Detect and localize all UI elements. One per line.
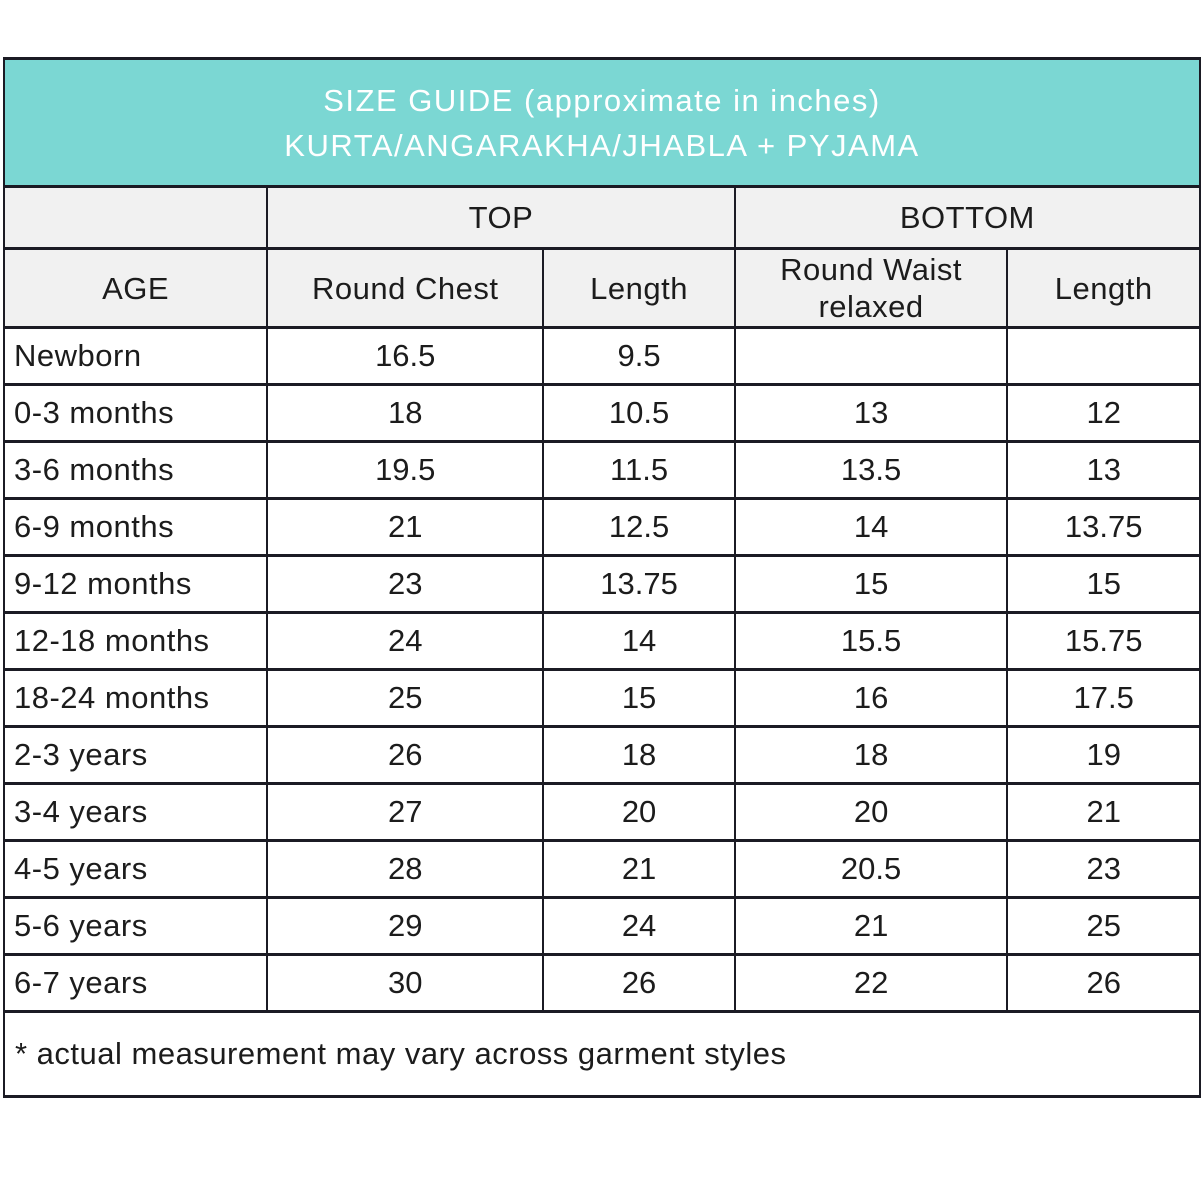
table-row: 3-4 years 27 20 20 21 [2,782,1201,842]
value-cell: 29 [266,896,545,956]
age-cell: 3-4 years [2,782,269,842]
table-row: Newborn 16.5 9.5 [2,326,1201,386]
title-line-1: SIZE GUIDE (approximate in inches) [323,82,881,118]
value-cell: 16 [733,668,1009,728]
age-cell: 6-7 years [2,953,269,1013]
value-cell: 21 [733,896,1009,956]
title-row: SIZE GUIDE (approximate in inches) KURTA… [3,57,1201,188]
value-cell: 14 [733,497,1009,557]
value-cell: 15 [542,668,736,728]
age-cell: 6-9 months [2,497,269,557]
value-cell: 21 [1006,782,1201,842]
value-cell: 19.5 [266,440,545,500]
value-cell: 15.75 [1006,611,1201,671]
value-cell [1006,326,1201,386]
age-cell: 9-12 months [2,554,269,614]
col-header-bottom-length: Length [1006,247,1201,329]
value-cell: 25 [266,668,545,728]
value-cell: 11.5 [542,440,736,500]
value-cell: 12 [1006,383,1201,443]
value-cell: 23 [1006,839,1201,899]
age-cell: 3-6 months [2,440,269,500]
value-cell: 13 [1006,440,1201,500]
value-cell: 26 [266,725,545,785]
group-header-empty [2,185,269,250]
value-cell: 9.5 [542,326,736,386]
value-cell: 13.5 [733,440,1009,500]
value-cell: 24 [266,611,545,671]
page: SIZE GUIDE (approximate in inches) KURTA… [2,57,1202,1098]
age-cell: 0-3 months [2,383,269,443]
value-cell: 10.5 [542,383,736,443]
value-cell: 18 [266,383,545,443]
column-header-row: AGE Round Chest Length Round Waist relax… [2,247,1201,329]
table-row: 3-6 months 19.5 11.5 13.5 13 [2,440,1201,500]
title-line-2: KURTA/ANGARAKHA/JHABLA + PYJAMA [284,127,920,163]
value-cell: 20 [542,782,736,842]
table-row: 9-12 months 23 13.75 15 15 [2,554,1201,614]
value-cell: 24 [542,896,736,956]
value-cell: 27 [266,782,545,842]
table-row: 6-7 years 30 26 22 26 [2,953,1201,1013]
value-cell: 16.5 [266,326,545,386]
value-cell: 13 [733,383,1009,443]
age-cell: 2-3 years [2,725,269,785]
table-row: 0-3 months 18 10.5 13 12 [2,383,1201,443]
age-cell: 5-6 years [2,896,269,956]
col-header-top-length: Length [542,247,736,329]
table-title: SIZE GUIDE (approximate in inches) KURTA… [3,57,1201,188]
age-cell: Newborn [2,326,269,386]
value-cell: 15 [1006,554,1201,614]
value-cell: 15.5 [733,611,1009,671]
table-row: 6-9 months 21 12.5 14 13.75 [2,497,1201,557]
value-cell [733,326,1009,386]
footnote: * actual measurement may vary across gar… [3,1010,1201,1098]
table-row: 2-3 years 26 18 18 19 [2,725,1201,785]
value-cell: 26 [1006,953,1201,1013]
col-header-round-chest: Round Chest [266,247,545,329]
group-header-row: TOP BOTTOM [2,185,1202,250]
value-cell: 20 [733,782,1009,842]
value-cell: 28 [266,839,545,899]
value-cell: 25 [1006,896,1201,956]
age-cell: 12-18 months [2,611,269,671]
value-cell: 13.75 [542,554,736,614]
value-cell: 26 [542,953,736,1013]
age-cell: 4-5 years [2,839,269,899]
value-cell: 13.75 [1006,497,1201,557]
value-cell: 22 [733,953,1009,1013]
footnote-row: * actual measurement may vary across gar… [3,1010,1201,1098]
age-cell: 18-24 months [2,668,269,728]
value-cell: 12.5 [542,497,736,557]
value-cell: 15 [733,554,1009,614]
value-cell: 18 [733,725,1009,785]
value-cell: 18 [542,725,736,785]
value-cell: 19 [1006,725,1201,785]
value-cell: 21 [542,839,736,899]
table-row: 18-24 months 25 15 16 17.5 [2,668,1201,728]
value-cell: 17.5 [1006,668,1201,728]
col-header-age: AGE [2,247,269,329]
value-cell: 23 [266,554,545,614]
table-row: 12-18 months 24 14 15.5 15.75 [2,611,1201,671]
group-header-bottom: BOTTOM [733,185,1202,250]
table-row: 5-6 years 29 24 21 25 [2,896,1201,956]
size-guide-table: SIZE GUIDE (approximate in inches) KURTA… [2,57,1202,1098]
value-cell: 14 [542,611,736,671]
value-cell: 30 [266,953,545,1013]
col-header-round-waist: Round Waist relaxed [733,247,1009,329]
value-cell: 20.5 [733,839,1009,899]
value-cell: 21 [266,497,545,557]
table-row: 4-5 years 28 21 20.5 23 [2,839,1201,899]
group-header-top: TOP [266,185,736,250]
